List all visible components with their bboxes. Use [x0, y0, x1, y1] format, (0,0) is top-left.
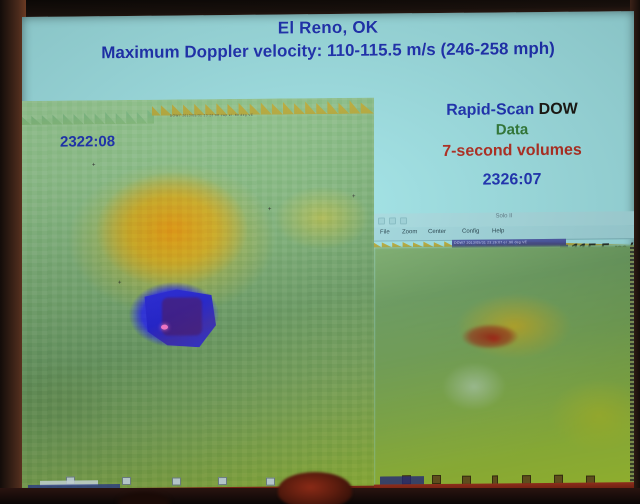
right-radar-velocity-image: [374, 245, 634, 492]
caption-dow: DOW: [538, 100, 578, 119]
slide-title-block: El Reno, OK Maximum Doppler velocity: 11…: [22, 15, 634, 64]
slide-title-velocity: Maximum Doppler velocity: 110-115.5 m/s …: [101, 38, 555, 63]
right-radar-right-edge-ticks: [630, 245, 634, 490]
left-radar-header-text: DOW7 2013/05/31 23:22:08 swp el .89 deg …: [170, 112, 254, 118]
caption-data: Data: [495, 121, 529, 139]
left-radar-max-velocity-marker: [161, 324, 168, 330]
left-radar-panel[interactable]: DOW7 2013/05/31 23:22:08 swp el .89 deg …: [22, 97, 374, 495]
menu-item-file[interactable]: File: [380, 229, 390, 236]
window-title-text: Solo II: [495, 213, 513, 220]
presentation-slide: El Reno, OK Maximum Doppler velocity: 11…: [22, 11, 634, 496]
audience-head-silhouette: [278, 472, 352, 504]
slide-caption-block: Rapid-Scan DOW Data 7-second volumes 232…: [390, 99, 634, 191]
menu-item-center[interactable]: Center: [428, 228, 447, 236]
menu-item-zoom[interactable]: Zoom: [402, 229, 418, 236]
left-radar-range-ring-mark: +: [92, 162, 96, 169]
solo-radar-window[interactable]: Solo II File Zoom Center Config Help DOW…: [374, 211, 634, 492]
room-dark-surround-left: [0, 0, 26, 504]
caption-timestamp: 2326:07: [482, 170, 542, 189]
audience-silhouette-secondary: [118, 492, 170, 504]
left-radar-timestamp: 2322:08: [60, 133, 116, 151]
room-dark-surround-right: [630, 0, 640, 504]
left-radar-couplet-core: [162, 297, 202, 336]
caption-line-rapid-scan-dow: Rapid-Scan DOW: [390, 99, 634, 121]
left-radar-range-ring-mark: +: [118, 280, 122, 287]
caption-rapid-scan: Rapid-Scan: [446, 101, 535, 119]
menu-item-help[interactable]: Help: [492, 228, 505, 235]
left-radar-range-ring-mark: +: [352, 193, 356, 200]
menu-item-config[interactable]: Config: [462, 228, 480, 235]
slide-title-location: El Reno, OK: [277, 17, 379, 38]
left-radar-range-ring-mark: +: [268, 206, 272, 213]
caption-seven-second-volumes: 7-second volumes: [442, 141, 582, 160]
